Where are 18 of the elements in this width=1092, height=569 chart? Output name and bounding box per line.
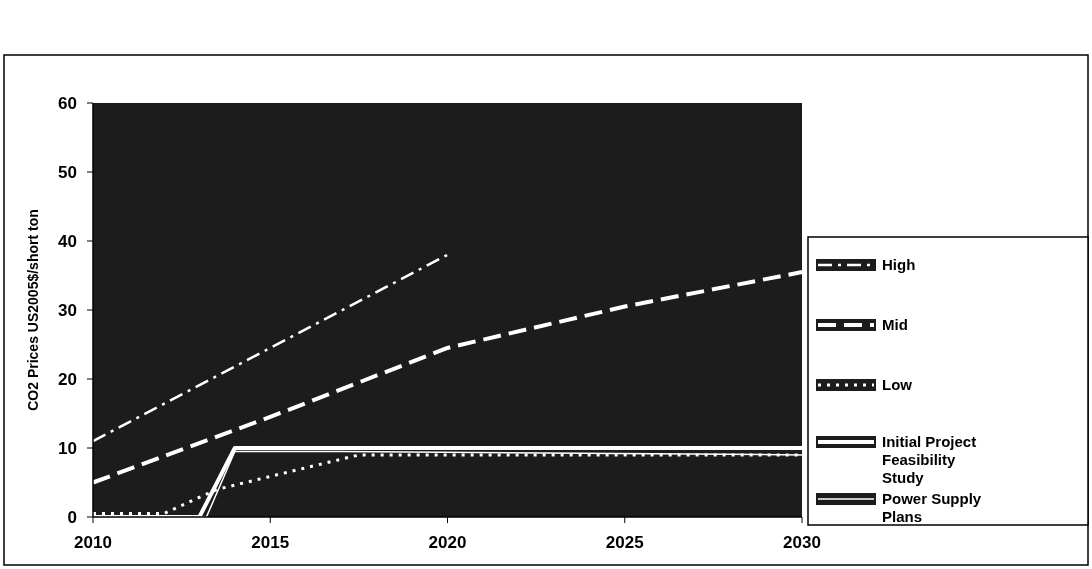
y-tick-label: 30 <box>58 300 77 320</box>
x-tick-label: 2015 <box>251 533 290 552</box>
y-tick-label: 40 <box>58 231 77 251</box>
x-tick-label: 2020 <box>428 533 467 552</box>
legend-label: Low <box>882 376 913 394</box>
y-tick-label: 0 <box>67 507 77 527</box>
x-tick-label: 2010 <box>74 533 112 552</box>
y-axis-title: CO2 Prices US2005$/short ton <box>25 209 41 411</box>
legend-label: Power Supply Plans <box>882 490 982 526</box>
x-tick-label: 2030 <box>783 533 821 552</box>
x-tick-label: 2025 <box>605 533 644 552</box>
y-tick-label: 50 <box>58 162 77 182</box>
legend-label: Mid <box>882 316 908 334</box>
y-tick-label: 60 <box>58 93 77 113</box>
legend-label: High <box>882 256 916 274</box>
y-tick-label: 20 <box>58 369 77 389</box>
y-tick-label: 10 <box>58 438 77 458</box>
legend-label: Initial Project Feasibility Study <box>882 433 977 487</box>
